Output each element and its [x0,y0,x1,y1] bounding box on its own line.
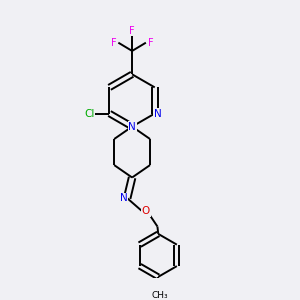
Text: F: F [129,26,135,36]
Text: F: F [111,38,116,48]
Text: O: O [142,206,150,216]
Text: N: N [154,109,161,118]
Text: N: N [120,193,128,203]
Text: Cl: Cl [84,109,94,118]
Text: N: N [128,122,136,132]
Text: CH₃: CH₃ [151,291,168,300]
Text: F: F [148,38,154,48]
